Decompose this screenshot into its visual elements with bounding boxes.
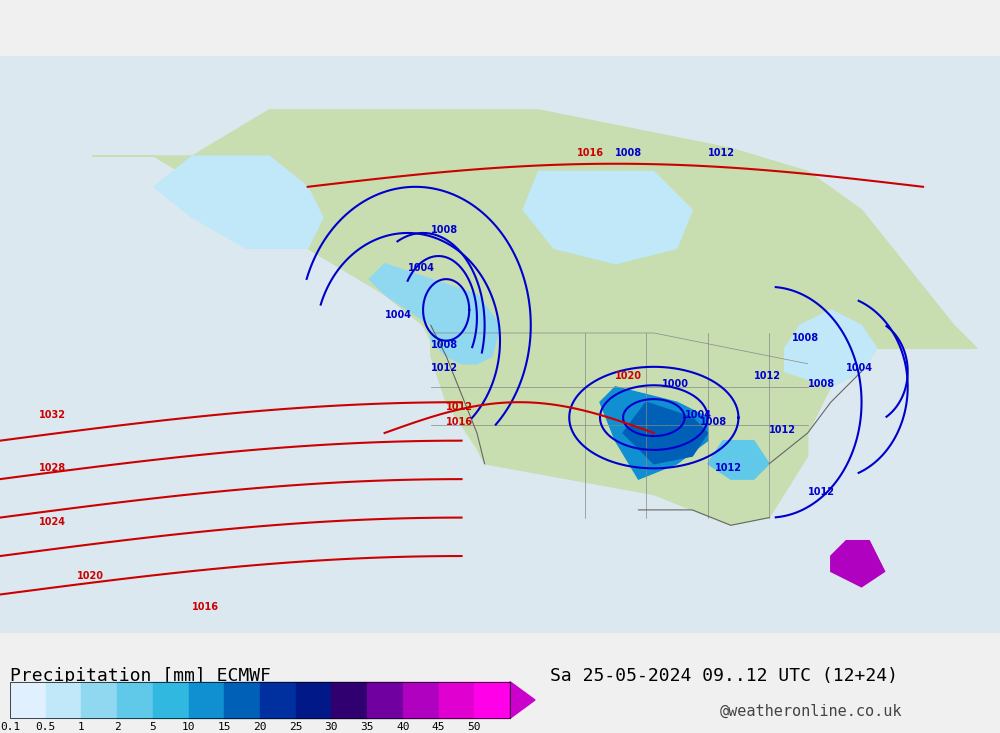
- Text: 1004: 1004: [408, 263, 435, 273]
- Text: 1: 1: [78, 722, 85, 732]
- Text: 40: 40: [396, 722, 410, 732]
- Text: 1012: 1012: [715, 463, 742, 474]
- Text: 1016: 1016: [577, 148, 604, 158]
- Polygon shape: [92, 110, 977, 526]
- Text: 1032: 1032: [38, 410, 65, 419]
- Text: 1008: 1008: [700, 417, 727, 427]
- Text: 1008: 1008: [792, 333, 819, 342]
- Text: 0.1: 0.1: [0, 722, 20, 732]
- Text: 10: 10: [182, 722, 195, 732]
- Text: 50: 50: [468, 722, 481, 732]
- Text: 1008: 1008: [431, 340, 458, 350]
- Text: 15: 15: [218, 722, 231, 732]
- Polygon shape: [831, 541, 885, 587]
- Text: 1012: 1012: [769, 425, 796, 435]
- Text: 1004: 1004: [685, 410, 712, 419]
- Text: 1028: 1028: [38, 463, 66, 474]
- Polygon shape: [623, 402, 708, 464]
- Text: 1008: 1008: [808, 379, 835, 388]
- Text: 1000: 1000: [662, 379, 689, 388]
- Text: 1012: 1012: [431, 364, 458, 373]
- Text: 2: 2: [114, 722, 121, 732]
- Text: 1024: 1024: [38, 517, 65, 527]
- Text: 1016: 1016: [192, 602, 219, 612]
- Text: 1004: 1004: [385, 309, 412, 320]
- Text: 0.5: 0.5: [36, 722, 56, 732]
- Polygon shape: [600, 387, 708, 479]
- Text: 1012: 1012: [708, 148, 735, 158]
- Text: 1008: 1008: [615, 148, 643, 158]
- Text: 25: 25: [289, 722, 302, 732]
- Text: 20: 20: [253, 722, 267, 732]
- Text: 1020: 1020: [615, 371, 642, 381]
- Text: 1012: 1012: [754, 371, 781, 381]
- Polygon shape: [708, 441, 769, 479]
- Text: 1008: 1008: [431, 225, 458, 235]
- Text: @weatheronline.co.uk: @weatheronline.co.uk: [720, 704, 902, 718]
- Text: 1016: 1016: [446, 417, 473, 427]
- Text: Sa 25-05-2024 09..12 UTC (12+24): Sa 25-05-2024 09..12 UTC (12+24): [550, 667, 898, 685]
- Polygon shape: [369, 264, 500, 364]
- Polygon shape: [154, 156, 323, 248]
- Text: Precipitation [mm] ECMWF: Precipitation [mm] ECMWF: [10, 667, 271, 685]
- Text: 1020: 1020: [77, 571, 104, 581]
- Text: 5: 5: [149, 722, 156, 732]
- Text: 1012: 1012: [446, 402, 473, 412]
- Text: 35: 35: [360, 722, 374, 732]
- Polygon shape: [785, 310, 877, 387]
- Text: 1012: 1012: [808, 487, 835, 496]
- Polygon shape: [523, 172, 692, 264]
- Text: 1004: 1004: [846, 364, 873, 373]
- Text: 45: 45: [432, 722, 445, 732]
- Text: 30: 30: [325, 722, 338, 732]
